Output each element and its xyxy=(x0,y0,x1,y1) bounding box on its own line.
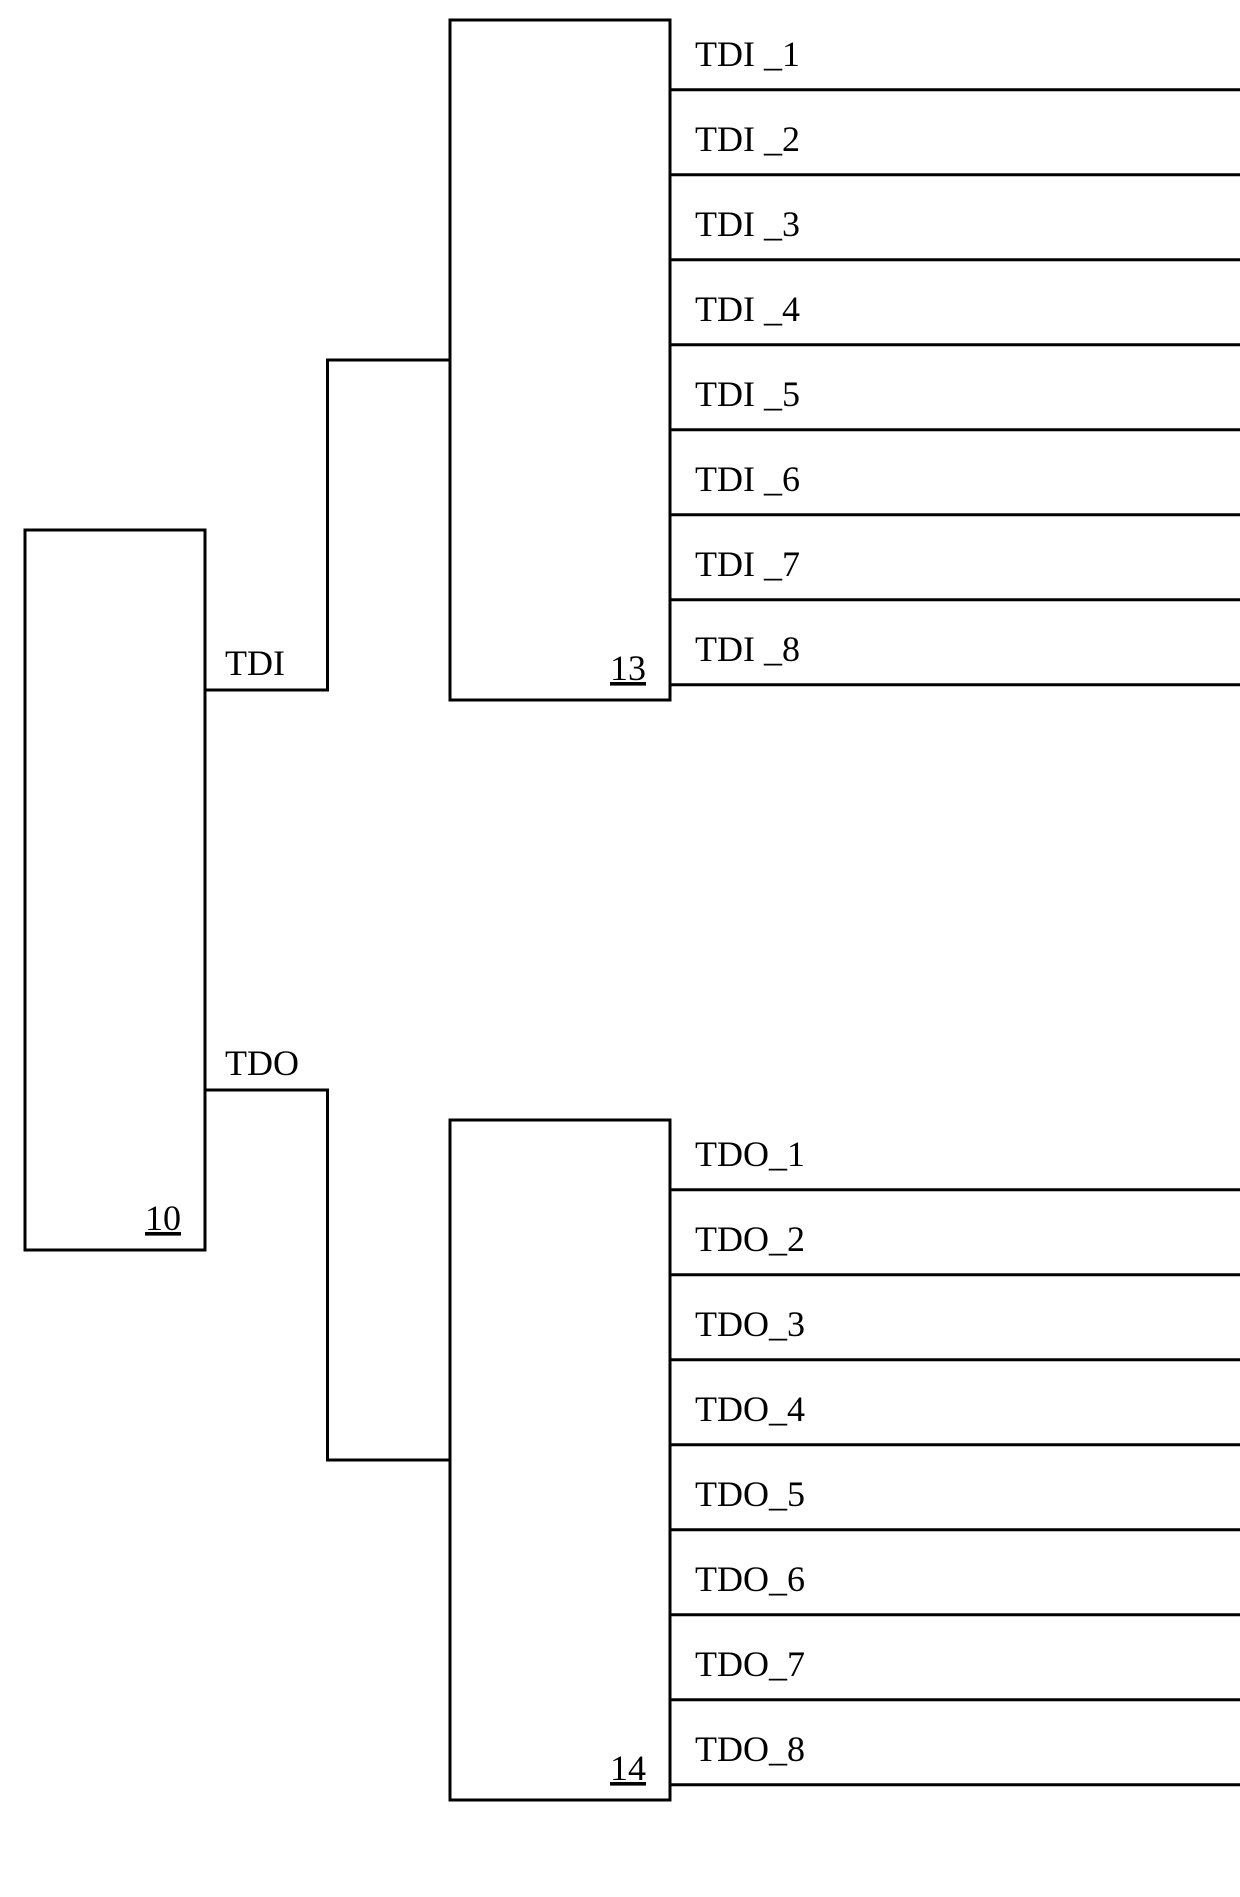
tdo-pinlabel-8: TDO_8 xyxy=(695,1729,805,1769)
block-14 xyxy=(450,1120,670,1800)
block-13 xyxy=(450,20,670,700)
label-tdi: TDI xyxy=(225,643,285,683)
tdi-pinlabel-5: TDI _5 xyxy=(695,374,800,414)
tdo-pinlabel-1: TDO_1 xyxy=(695,1134,805,1174)
tdo-pinlabel-3: TDO_3 xyxy=(695,1304,805,1344)
block-10 xyxy=(25,530,205,1250)
wire-tdi xyxy=(205,360,450,690)
tdi-pinlabel-2: TDI _2 xyxy=(695,119,800,159)
tdo-pinlabel-5: TDO_5 xyxy=(695,1474,805,1514)
tdi-pinlabel-1: TDI _1 xyxy=(695,34,800,74)
tdi-pinlabel-6: TDI _6 xyxy=(695,459,800,499)
wire-tdo xyxy=(205,1090,450,1460)
tdo-pinlabel-7: TDO_7 xyxy=(695,1644,805,1684)
tdi-pinlabel-4: TDI _4 xyxy=(695,289,800,329)
ref-10: 10 xyxy=(145,1198,181,1238)
tdi-pinlabel-7: TDI _7 xyxy=(695,544,800,584)
tdo-pinlabel-4: TDO_4 xyxy=(695,1389,805,1429)
tdo-pinlabel-6: TDO_6 xyxy=(695,1559,805,1599)
tdo-pinlabel-2: TDO_2 xyxy=(695,1219,805,1259)
ref-13: 13 xyxy=(610,648,646,688)
label-tdo: TDO xyxy=(225,1043,299,1083)
tdi-pinlabel-8: TDI _8 xyxy=(695,629,800,669)
tdi-pinlabel-3: TDI _3 xyxy=(695,204,800,244)
ref-14: 14 xyxy=(610,1748,646,1788)
